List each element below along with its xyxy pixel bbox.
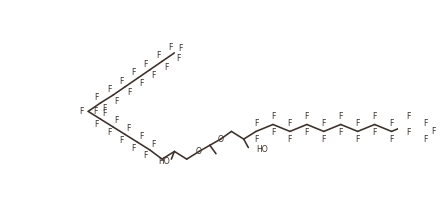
Text: F: F [423, 135, 428, 144]
Text: F: F [271, 128, 275, 137]
Text: F: F [178, 44, 182, 53]
Text: F: F [168, 43, 173, 52]
Text: F: F [406, 112, 411, 121]
Text: F: F [127, 124, 131, 133]
Text: F: F [95, 93, 99, 102]
Text: F: F [356, 135, 360, 144]
Text: F: F [119, 136, 124, 145]
Text: F: F [144, 151, 148, 160]
Text: O: O [218, 135, 224, 144]
Text: F: F [131, 144, 136, 152]
Text: F: F [389, 135, 394, 144]
Text: F: F [93, 107, 97, 116]
Text: F: F [176, 54, 181, 63]
Text: F: F [114, 116, 119, 125]
Text: F: F [107, 128, 111, 137]
Text: F: F [151, 71, 156, 80]
Text: F: F [356, 119, 360, 128]
Text: F: F [305, 128, 309, 137]
Text: HO: HO [256, 145, 268, 154]
Text: F: F [79, 107, 83, 116]
Text: HO: HO [159, 157, 170, 166]
Text: F: F [131, 68, 136, 77]
Text: F: F [107, 85, 111, 94]
Text: F: F [321, 119, 326, 128]
Text: F: F [321, 135, 326, 144]
Text: F: F [373, 112, 377, 121]
Text: F: F [164, 63, 168, 71]
Text: F: F [423, 119, 428, 128]
Text: F: F [102, 109, 107, 118]
Text: F: F [119, 76, 123, 86]
Text: F: F [156, 51, 160, 60]
Text: F: F [305, 112, 309, 121]
Text: F: F [139, 79, 143, 89]
Text: F: F [406, 128, 411, 137]
Text: F: F [127, 88, 131, 97]
Text: F: F [339, 128, 343, 137]
Text: F: F [431, 127, 435, 136]
Text: F: F [389, 119, 394, 128]
Text: F: F [139, 132, 143, 141]
Text: F: F [144, 60, 148, 69]
Text: O: O [196, 147, 202, 156]
Text: F: F [95, 121, 99, 129]
Text: F: F [288, 135, 292, 144]
Text: F: F [254, 135, 258, 144]
Text: F: F [288, 119, 292, 128]
Text: F: F [373, 128, 377, 137]
Text: F: F [254, 119, 258, 128]
Text: F: F [339, 112, 343, 121]
Text: F: F [115, 97, 119, 105]
Text: F: F [102, 104, 107, 113]
Text: F: F [271, 112, 275, 121]
Text: F: F [151, 140, 156, 149]
